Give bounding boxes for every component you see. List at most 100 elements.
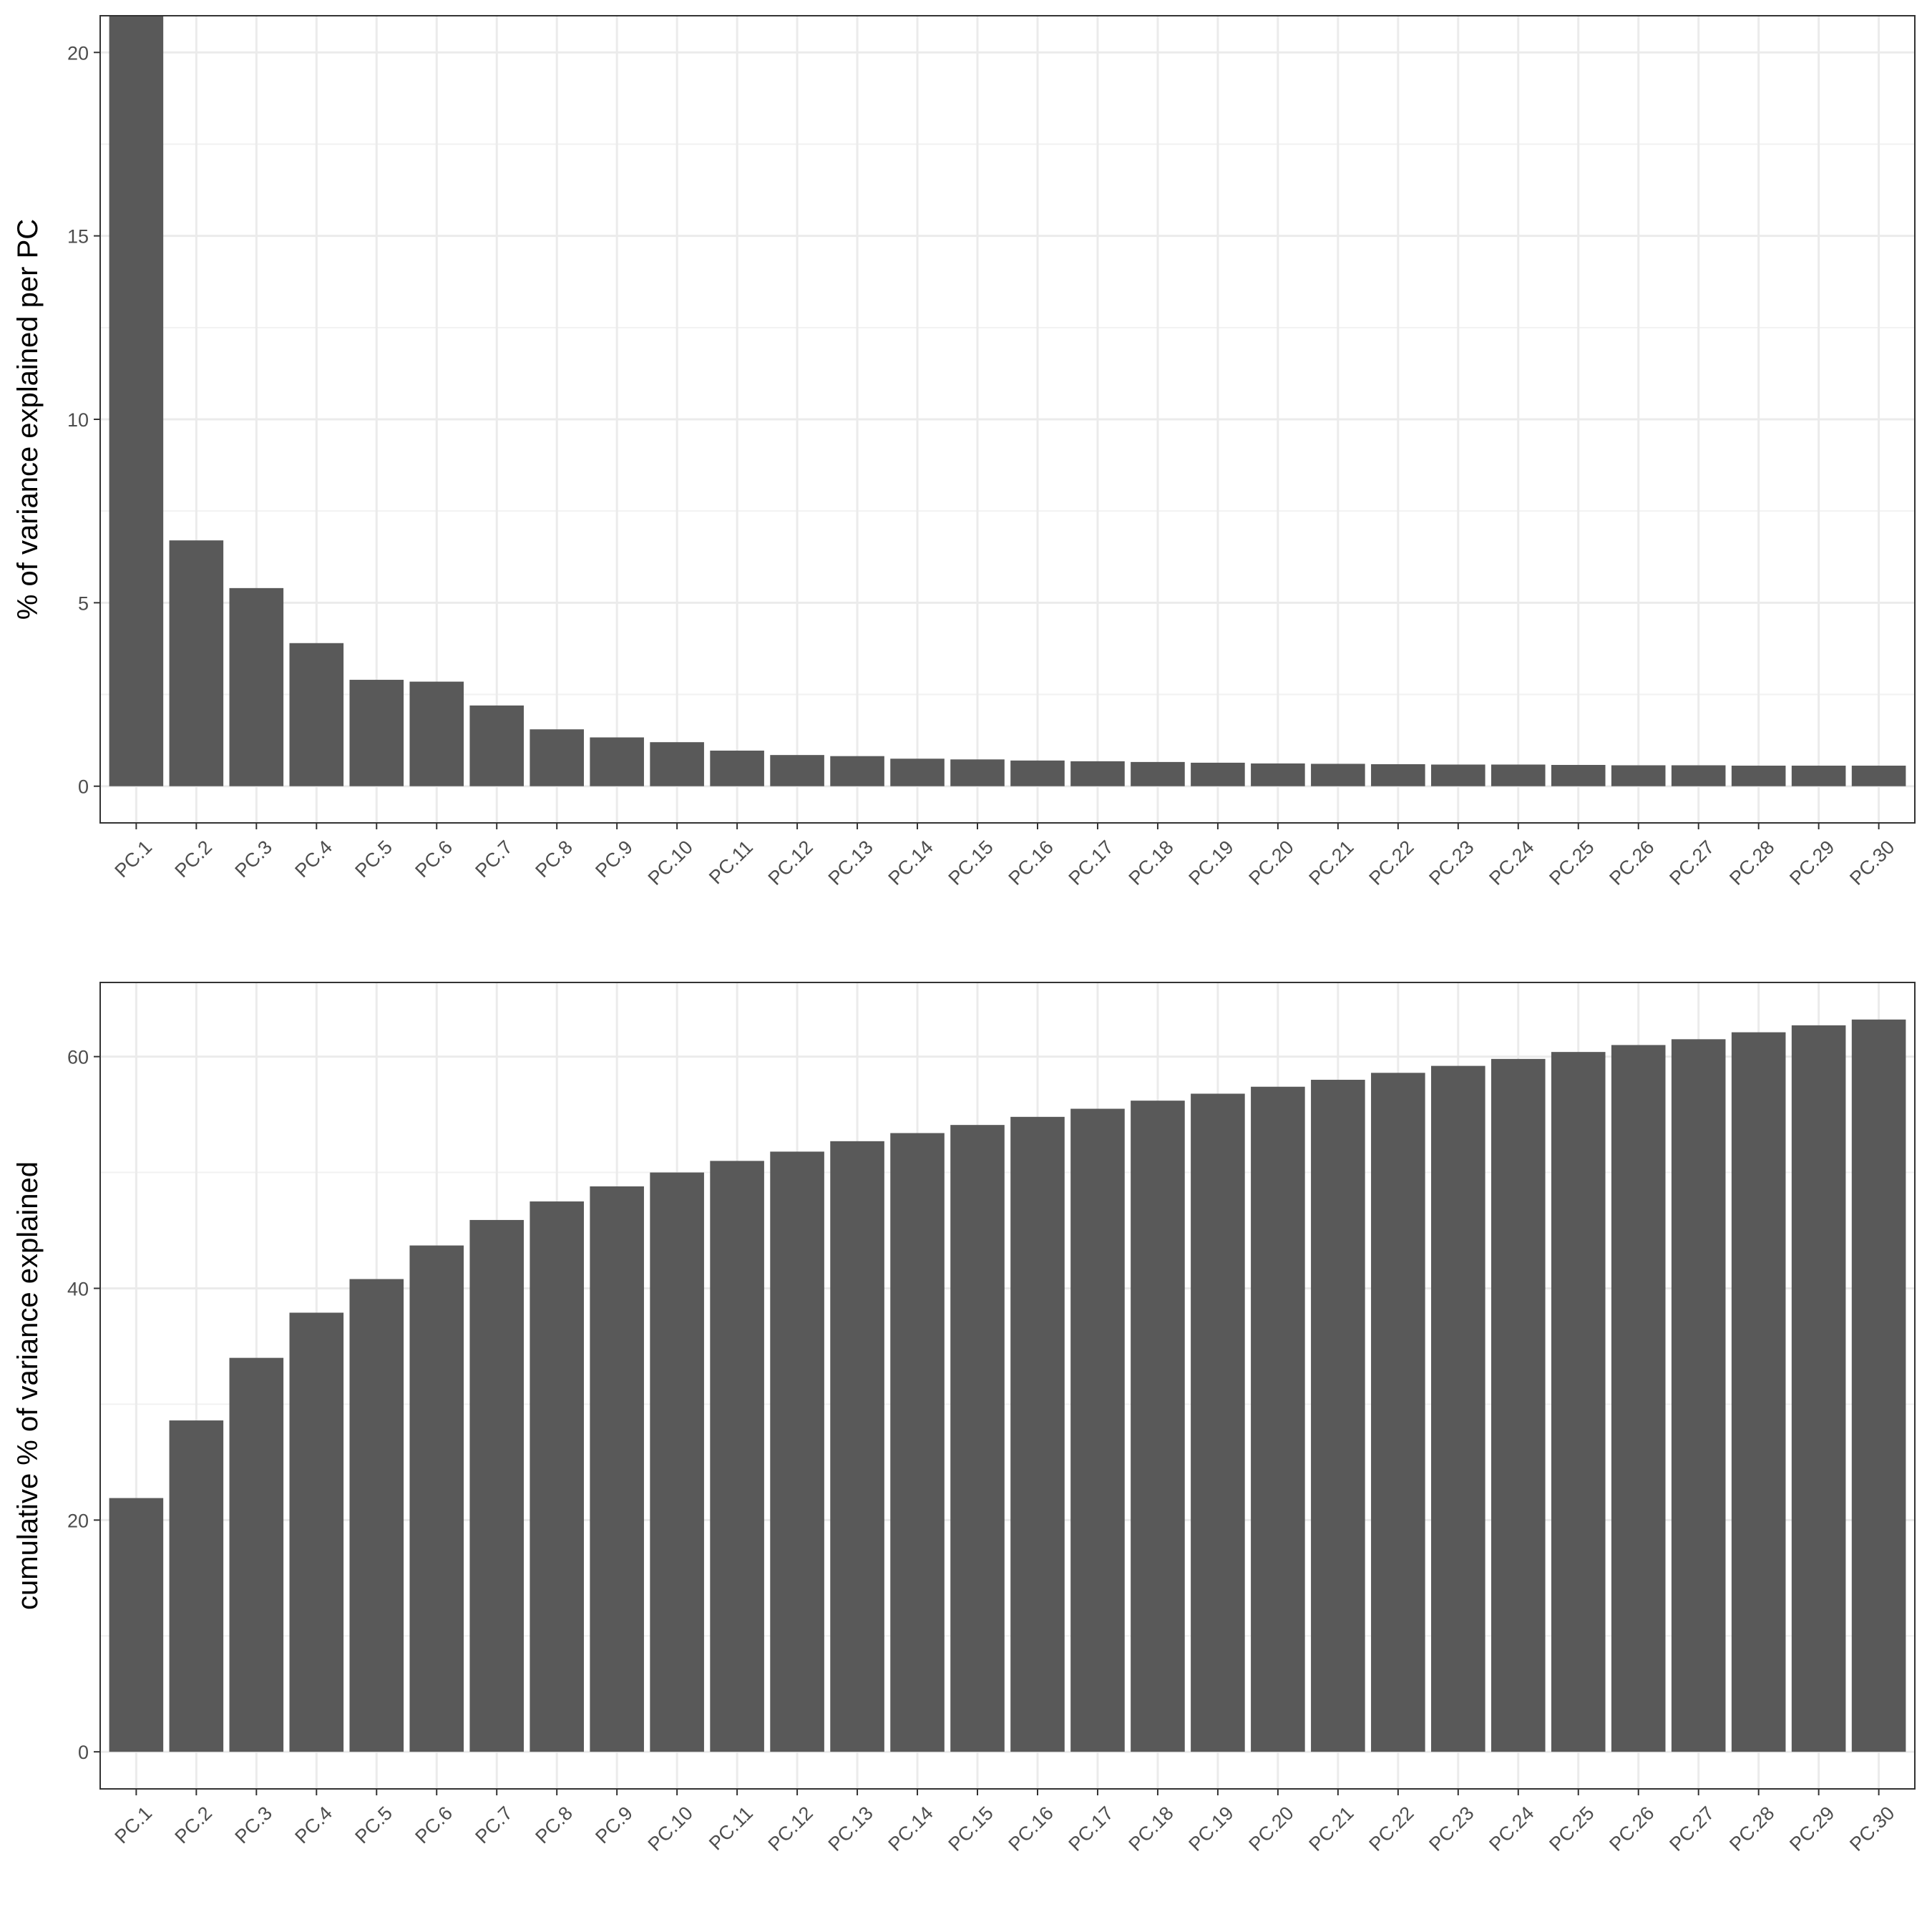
x-tick-label: PC.26	[1605, 836, 1658, 889]
x-tick-label: PC.17	[1065, 1802, 1118, 1855]
bar-PC.15	[950, 1125, 1005, 1752]
bar-PC.7	[469, 705, 525, 786]
bar-PC.27	[1671, 1039, 1726, 1752]
x-tick-label: PC.12	[764, 1802, 817, 1855]
bar-PC.4	[289, 643, 344, 786]
x-tick-label: PC.15	[945, 836, 997, 889]
bar-PC.12	[770, 755, 824, 786]
panel-border	[99, 982, 1916, 1790]
y-tick-label: 0	[78, 1742, 89, 1763]
x-tick-label: PC.13	[824, 1802, 877, 1855]
x-tick-label: PC.6	[411, 1802, 457, 1848]
x-tick-label: PC.8	[531, 1802, 577, 1848]
bar-PC.12	[770, 1151, 824, 1752]
x-tick-label: PC.29	[1785, 836, 1838, 889]
bar-PC.6	[409, 1245, 464, 1752]
y-tick-label: 20	[67, 1510, 89, 1531]
bar-PC.16	[1010, 1116, 1065, 1752]
x-tick-label: PC.20	[1244, 836, 1297, 889]
y-tick-label: 40	[67, 1278, 89, 1299]
bar-PC.24	[1491, 1058, 1546, 1752]
bar-PC.10	[650, 1172, 704, 1752]
x-tick-label: PC.23	[1425, 836, 1478, 889]
bar-PC.26	[1611, 1045, 1666, 1752]
bar-PC.10	[650, 742, 704, 786]
x-tick-label: PC.18	[1124, 836, 1177, 889]
x-tick-label: PC.27	[1665, 1802, 1718, 1855]
bars	[109, 1019, 1906, 1752]
bar-PC.14	[890, 1133, 945, 1752]
x-tick-label: PC.1	[111, 1802, 157, 1848]
bar-PC.11	[710, 750, 764, 786]
x-tick-label: PC.19	[1184, 1802, 1237, 1855]
x-tick-label: PC.30	[1845, 836, 1898, 889]
bar-PC.23	[1431, 764, 1485, 786]
x-tick-label: PC.2	[171, 836, 217, 882]
bar-PC.4	[289, 1312, 344, 1752]
bar-PC.22	[1371, 1073, 1425, 1752]
x-tick-label: PC.14	[884, 1802, 937, 1855]
x-tick-label: PC.11	[705, 836, 757, 889]
bar-PC.9	[590, 737, 644, 786]
x-tick-label: PC.6	[411, 836, 457, 882]
bar-PC.29	[1791, 766, 1846, 786]
x-tick-label: PC.1	[111, 836, 157, 882]
x-tick-label: PC.29	[1785, 1802, 1838, 1855]
x-tick-label: PC.26	[1605, 1802, 1658, 1855]
x-tick-label: PC.3	[230, 836, 276, 882]
y-tick-label: 5	[78, 592, 89, 614]
y-axis-title: cumulative % of variance explained	[12, 1161, 44, 1610]
x-tick-label: PC.27	[1665, 836, 1718, 889]
bar-PC.27	[1671, 765, 1726, 786]
x-tick-label: PC.7	[471, 1802, 517, 1848]
bar-PC.19	[1191, 762, 1245, 786]
x-tick-label: PC.21	[1304, 836, 1357, 889]
x-tick-label: PC.7	[471, 836, 517, 882]
bar-PC.30	[1851, 1019, 1906, 1752]
x-tick-label: PC.10	[644, 836, 697, 889]
bar-PC.22	[1371, 763, 1425, 786]
panel-bottom: 0 20 40 60 PC.1 PC.2 PC.3 PC.4 PC.5 PC.6 PC.7 PC.8 P…	[12, 982, 1916, 1855]
x-tick-label: PC.28	[1725, 1802, 1778, 1855]
x-tick-label: PC.13	[824, 836, 877, 889]
x-tick-label: PC.21	[1304, 1802, 1357, 1855]
x-tick-label: PC.4	[291, 1802, 336, 1848]
bar-PC.24	[1491, 764, 1546, 786]
x-tick-label: PC.9	[591, 1802, 637, 1848]
bar-PC.13	[830, 1141, 884, 1752]
x-tick-label: PC.10	[644, 1802, 697, 1855]
bar-PC.8	[530, 729, 584, 786]
bar-PC.18	[1131, 1101, 1185, 1752]
bar-PC.21	[1311, 1080, 1365, 1752]
x-tick-label: PC.12	[764, 836, 817, 889]
panel-top: 0 5 10 15 20 PC.1 PC.2 PC.3 PC.4 PC.5 PC.6 PC.7 PC.8…	[12, 15, 1916, 889]
x-tick-label: PC.16	[1005, 1802, 1058, 1855]
x-tick-label: PC.20	[1244, 1802, 1297, 1855]
bar-PC.7	[469, 1219, 525, 1752]
bar-PC.1	[109, 1498, 164, 1752]
x-tick-label: PC.15	[945, 1802, 997, 1855]
bar-PC.5	[349, 680, 404, 786]
bar-PC.11	[710, 1161, 764, 1752]
x-tick-label: PC.17	[1065, 836, 1118, 889]
bar-PC.13	[830, 756, 884, 786]
bar-PC.30	[1851, 766, 1906, 786]
x-tick-label: PC.25	[1545, 836, 1598, 889]
x-tick-label: PC.30	[1845, 1802, 1898, 1855]
bar-PC.3	[229, 587, 284, 786]
bar-PC.16	[1010, 760, 1065, 786]
y-tick-label: 10	[67, 409, 89, 431]
y-tick-label: 60	[67, 1047, 89, 1068]
bar-PC.25	[1551, 764, 1606, 786]
bar-PC.2	[169, 540, 224, 786]
x-tick-label: PC.18	[1124, 1802, 1177, 1855]
x-tick-label: PC.5	[351, 836, 396, 882]
bar-PC.9	[590, 1186, 644, 1752]
x-tick-label: PC.2	[171, 1802, 217, 1848]
bar-PC.1	[109, 16, 164, 786]
x-tick-label: PC.22	[1365, 836, 1418, 889]
bar-PC.28	[1731, 1032, 1786, 1752]
x-tick-label: PC.19	[1184, 836, 1237, 889]
bar-PC.5	[349, 1279, 404, 1752]
